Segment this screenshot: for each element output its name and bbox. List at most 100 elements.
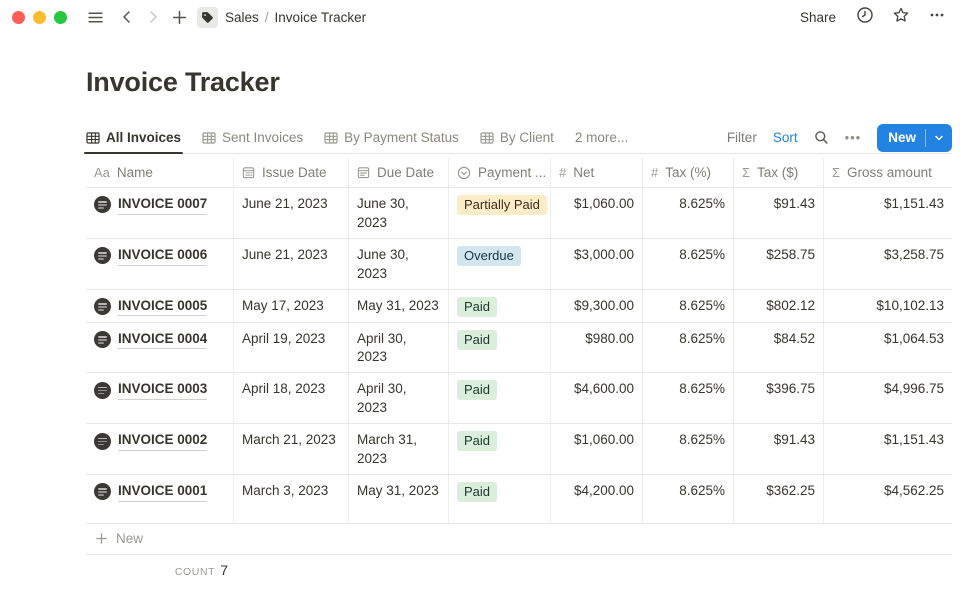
cell-tax-percent[interactable]: 8.625%	[643, 289, 734, 322]
column-header-due-date[interactable]: Due Date	[349, 158, 449, 187]
zoom-window-icon[interactable]	[54, 10, 67, 24]
invoice-link[interactable]: INVOICE 0004	[118, 330, 208, 350]
breadcrumb-page[interactable]: Invoice Tracker	[274, 9, 367, 25]
cell-tax-dollars[interactable]: $396.75	[734, 373, 824, 424]
cell-name[interactable]: INVOICE 0001	[86, 474, 234, 523]
cell-payment-status[interactable]: Overdue	[449, 238, 551, 289]
new-button[interactable]: New	[877, 123, 952, 152]
cell-name[interactable]: INVOICE 0006	[86, 238, 234, 289]
new-page-icon[interactable]	[167, 5, 191, 29]
cell-due-date[interactable]: May 31, 2023	[349, 474, 449, 523]
cell-issue-date[interactable]: June 21, 2023	[234, 188, 349, 238]
invoice-link[interactable]: INVOICE 0003	[118, 380, 208, 401]
cell-tax-percent[interactable]: 8.625%	[643, 474, 734, 523]
cell-net[interactable]: $980.00	[551, 322, 643, 373]
cell-payment-status[interactable]: Paid	[449, 289, 551, 322]
invoice-link[interactable]: INVOICE 0001	[118, 482, 208, 502]
invoice-link[interactable]: INVOICE 0002	[118, 431, 208, 452]
cell-net[interactable]: $1,060.00	[551, 188, 643, 238]
column-header-tax-percent[interactable]: # Tax (%)	[643, 158, 734, 187]
more-views-link[interactable]: 2 more...	[574, 130, 629, 145]
nav-back-icon[interactable]	[115, 5, 139, 29]
cell-tax-percent[interactable]: 8.625%	[643, 373, 734, 424]
sidebar-menu-icon[interactable]	[83, 5, 107, 29]
breadcrumb-workspace[interactable]: Sales	[225, 9, 259, 25]
cell-net[interactable]: $9,300.00	[551, 289, 643, 322]
cell-name[interactable]: INVOICE 0005	[86, 289, 234, 322]
cell-gross-amount[interactable]: $10,102.13	[876, 297, 944, 313]
cell-due-date[interactable]: May 31, 2023	[349, 289, 449, 322]
invoice-link[interactable]: INVOICE 0005	[118, 297, 208, 317]
tab-all-invoices[interactable]: All Invoices	[83, 122, 184, 154]
cell-issue-date[interactable]: April 18, 2023	[234, 373, 349, 424]
cell-issue-date[interactable]: June 21, 2023	[234, 238, 349, 289]
tab-sent-invoices[interactable]: Sent Invoices	[202, 122, 303, 153]
cell-tax-dollars[interactable]: $802.12	[734, 289, 824, 322]
tab-by-client[interactable]: By Client	[480, 122, 554, 153]
nav-forward-icon[interactable]	[141, 5, 165, 29]
updates-clock-icon[interactable]	[856, 6, 874, 29]
status-badge: Paid	[457, 431, 498, 452]
cell-tax-dollars[interactable]: $362.25	[734, 474, 824, 523]
cell-due-date[interactable]: March 31, 2023	[349, 424, 449, 474]
cell-issue-date[interactable]: March 3, 2023	[234, 474, 349, 523]
cell-tax-percent[interactable]: 8.625%	[643, 424, 734, 474]
cell-payment-status[interactable]: Paid	[449, 373, 551, 424]
view-options-icon[interactable]: •••	[844, 130, 862, 145]
invoice-link[interactable]: INVOICE 0006	[118, 246, 208, 266]
cell-due-date[interactable]: April 30, 2023	[349, 322, 449, 373]
workspace-tag-icon[interactable]	[197, 6, 218, 28]
tab-by-payment-status[interactable]: By Payment Status	[324, 122, 459, 153]
share-button[interactable]: Share	[799, 9, 836, 25]
cell-tax-dollars[interactable]: $91.43	[734, 424, 824, 474]
cell-gross-amount[interactable]: $4,996.75	[883, 381, 944, 397]
new-row-button[interactable]: New	[86, 524, 952, 555]
cell-issue-date[interactable]: April 19, 2023	[234, 322, 349, 373]
filter-button[interactable]: Filter	[726, 130, 757, 145]
column-header-issue-date[interactable]: Issue Date	[234, 158, 349, 187]
cell-name[interactable]: INVOICE 0007	[86, 188, 234, 238]
column-header-tax-dollars[interactable]: Σ Tax ($)	[734, 158, 824, 187]
cell-payment-status[interactable]: Paid	[449, 424, 551, 474]
favorite-star-icon[interactable]	[892, 6, 910, 29]
cell-gross-amount[interactable]: $1,151.43	[883, 196, 944, 211]
cell-tax-percent[interactable]: 8.625%	[643, 238, 734, 289]
column-header-payment-status[interactable]: Payment ...	[449, 158, 551, 187]
cell-payment-status[interactable]: Partially Paid	[449, 188, 551, 238]
cell-name[interactable]: INVOICE 0002	[86, 424, 234, 474]
column-header-gross-amount[interactable]: Σ Gross amount	[832, 165, 932, 180]
cell-net[interactable]: $4,600.00	[551, 373, 643, 424]
cell-net[interactable]: $1,060.00	[551, 424, 643, 474]
search-icon[interactable]	[814, 130, 829, 145]
cell-tax-dollars[interactable]: $84.52	[734, 322, 824, 373]
cell-gross-amount[interactable]: $3,258.75	[883, 246, 944, 262]
cell-payment-status[interactable]: Paid	[449, 322, 551, 373]
cell-issue-date[interactable]: May 17, 2023	[234, 289, 349, 322]
more-options-icon[interactable]	[928, 6, 946, 29]
column-header-name[interactable]: Aa Name	[86, 158, 234, 187]
cell-name[interactable]: INVOICE 0003	[86, 373, 234, 424]
formula-property-icon: Σ	[742, 165, 751, 180]
cell-issue-date[interactable]: March 21, 2023	[234, 424, 349, 474]
cell-gross-amount[interactable]: $4,562.25	[883, 482, 944, 498]
column-header-net[interactable]: # Net	[551, 158, 643, 187]
count-cell[interactable]: COUNT 7	[86, 562, 234, 580]
cell-tax-percent[interactable]: 8.625%	[643, 188, 734, 238]
minimize-window-icon[interactable]	[33, 10, 46, 24]
sort-button[interactable]: Sort	[772, 130, 798, 145]
cell-net[interactable]: $3,000.00	[551, 238, 643, 289]
cell-net[interactable]: $4,200.00	[551, 474, 643, 523]
cell-due-date[interactable]: April 30, 2023	[349, 373, 449, 424]
cell-tax-percent[interactable]: 8.625%	[643, 322, 734, 373]
cell-tax-dollars[interactable]: $258.75	[734, 238, 824, 289]
chevron-down-icon[interactable]	[926, 124, 952, 152]
cell-gross-amount[interactable]: $1,064.53	[883, 330, 944, 346]
invoice-link[interactable]: INVOICE 0007	[118, 195, 208, 215]
cell-due-date[interactable]: June 30, 2023	[349, 188, 449, 238]
cell-tax-dollars[interactable]: $91.43	[734, 188, 824, 238]
cell-name[interactable]: INVOICE 0004	[86, 322, 234, 373]
cell-gross-amount[interactable]: $1,151.43	[883, 432, 944, 448]
cell-payment-status[interactable]: Paid	[449, 474, 551, 523]
close-window-icon[interactable]	[12, 10, 25, 24]
cell-due-date[interactable]: June 30, 2023	[349, 238, 449, 289]
